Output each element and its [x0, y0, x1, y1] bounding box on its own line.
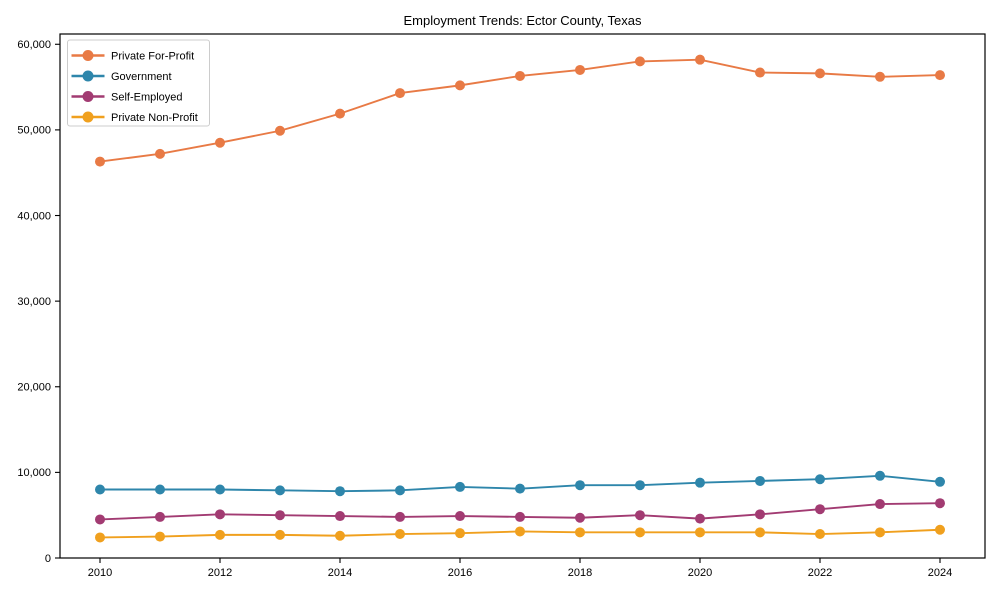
data-point [875, 527, 885, 538]
legend-item: Private Non-Profit [71, 111, 198, 124]
data-point [335, 511, 345, 522]
data-point [575, 64, 585, 75]
data-point [695, 54, 705, 65]
data-point [695, 477, 705, 488]
data-point [875, 470, 885, 481]
data-point [575, 512, 585, 523]
data-point [695, 513, 705, 524]
data-point [335, 108, 345, 119]
data-point [935, 70, 945, 81]
data-point [455, 511, 465, 522]
legend-label: Government [111, 71, 172, 83]
data-point [95, 532, 105, 543]
legend-marker [82, 70, 94, 82]
data-point [395, 88, 405, 99]
x-tick-label: 2022 [808, 567, 832, 579]
plot-border [59, 33, 986, 559]
data-point [215, 509, 225, 520]
data-point [275, 485, 285, 496]
data-point [815, 68, 825, 79]
legend: Private For-Profit Government Self-Employe… [67, 39, 210, 127]
legend-marker [82, 111, 94, 123]
legend-marker [82, 50, 94, 61]
y-tick-label: 0 [45, 553, 51, 565]
data-point [275, 529, 285, 540]
series-government [95, 470, 945, 497]
data-point [395, 485, 405, 496]
data-point [95, 484, 105, 495]
series-self-employed [95, 498, 945, 525]
y-tick-label: 50,000 [17, 125, 51, 137]
data-point [755, 475, 765, 486]
data-point [275, 510, 285, 521]
data-point [935, 524, 945, 535]
data-point [155, 148, 165, 159]
data-point [155, 484, 165, 495]
data-point [815, 474, 825, 485]
data-point [875, 499, 885, 510]
legend-label: Self-Employed [111, 92, 183, 104]
data-point [455, 528, 465, 539]
data-point [515, 70, 525, 81]
legend-item: Government [71, 70, 172, 83]
x-tick-label: 2010 [88, 567, 112, 579]
x-tick-label: 2012 [208, 567, 232, 579]
data-point [635, 527, 645, 538]
data-point [875, 71, 885, 82]
y-tick-label: 60,000 [17, 39, 51, 51]
data-point [695, 527, 705, 538]
data-point [635, 56, 645, 67]
x-tick-label: 2018 [568, 567, 592, 579]
legend-box [67, 39, 210, 127]
x-tick-label: 2024 [928, 567, 952, 579]
data-point [335, 530, 345, 541]
y-tick-label: 20,000 [17, 382, 51, 394]
data-point [635, 510, 645, 521]
data-point [755, 527, 765, 538]
chart-title: Employment Trends: Ector County, Texas [403, 13, 642, 28]
data-point [755, 509, 765, 520]
data-point [155, 511, 165, 522]
data-point [395, 511, 405, 522]
data-point [815, 529, 825, 540]
data-point [95, 156, 105, 167]
data-point [755, 67, 765, 78]
legend-label: Private Non-Profit [111, 112, 198, 124]
legend-marker [82, 91, 94, 102]
data-point [335, 486, 345, 497]
data-point [455, 80, 465, 91]
data-point [455, 481, 465, 492]
y-tick-label: 40,000 [17, 210, 51, 222]
data-point [575, 527, 585, 538]
legend-label: Private For-Profit [111, 51, 194, 63]
data-point [155, 531, 165, 542]
legend-item: Private For-Profit [71, 50, 194, 63]
x-tick-label: 2014 [328, 567, 352, 579]
data-point [815, 504, 825, 515]
data-point [395, 529, 405, 540]
data-point [635, 480, 645, 491]
data-point [95, 514, 105, 525]
data-point [515, 511, 525, 522]
data-point [935, 476, 945, 487]
data-point [935, 498, 945, 509]
data-point [275, 125, 285, 136]
data-point [515, 526, 525, 537]
data-point [515, 483, 525, 494]
legend-item: Self-Employed [71, 91, 183, 104]
y-tick-label: 30,000 [17, 296, 51, 308]
y-tick-label: 10,000 [17, 467, 51, 479]
data-point [215, 529, 225, 540]
data-point [575, 480, 585, 491]
x-tick-label: 2020 [688, 567, 712, 579]
series-private-for-profit [95, 54, 945, 167]
x-tick-label: 2016 [448, 567, 472, 579]
data-point [215, 484, 225, 495]
data-point [215, 137, 225, 148]
series-private-non-profit [95, 524, 945, 543]
